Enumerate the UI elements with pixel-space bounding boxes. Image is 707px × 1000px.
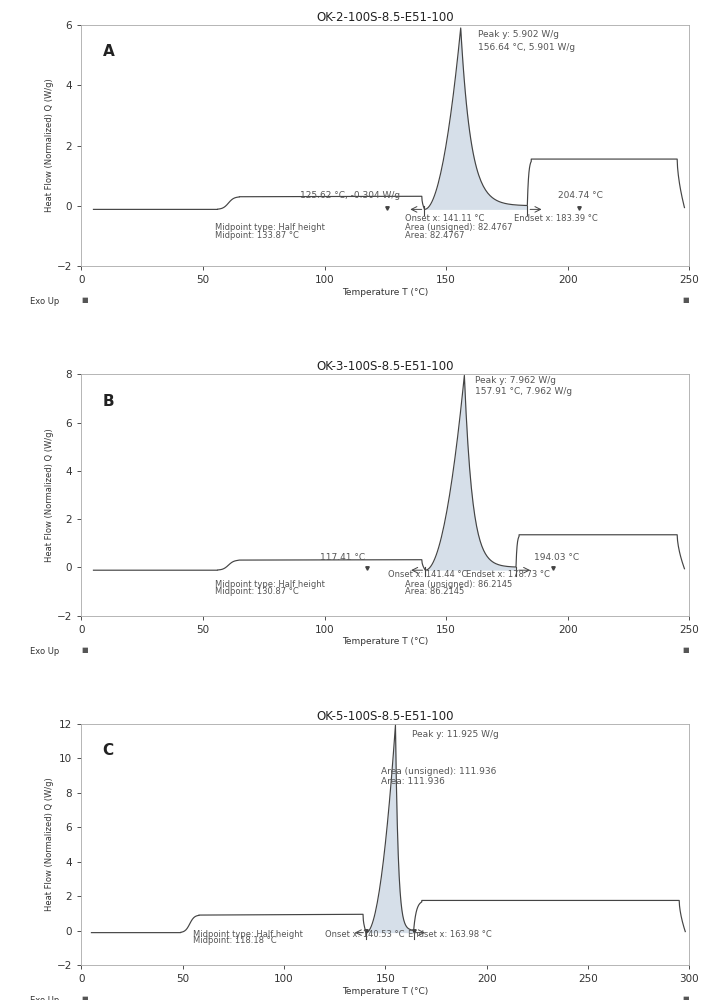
Y-axis label: Heat Flow (Normalized) Q (W/g): Heat Flow (Normalized) Q (W/g)	[45, 79, 54, 212]
X-axis label: Temperature T (°C): Temperature T (°C)	[342, 987, 428, 996]
Text: Exo Up: Exo Up	[30, 996, 59, 1000]
Text: B: B	[103, 394, 115, 409]
Text: Endset x: 178.73 °C: Endset x: 178.73 °C	[466, 570, 549, 579]
Text: Peak y: 11.925 W/g: Peak y: 11.925 W/g	[411, 730, 498, 739]
Text: Area: 111.936: Area: 111.936	[381, 777, 445, 786]
Text: Area (unsigned): 82.4767: Area (unsigned): 82.4767	[405, 223, 513, 232]
Text: 156.64 °C, 5.901 W/g: 156.64 °C, 5.901 W/g	[478, 43, 575, 52]
Text: 204.74 °C: 204.74 °C	[558, 191, 603, 200]
Text: Area (unsigned): 86.2145: Area (unsigned): 86.2145	[405, 580, 512, 589]
Text: Midpoint type: Half height: Midpoint type: Half height	[215, 223, 325, 232]
Text: Endset x: 163.98 °C: Endset x: 163.98 °C	[408, 930, 491, 939]
Text: Onset x: 140.53 °C: Onset x: 140.53 °C	[325, 930, 404, 939]
Title: OK-2-100S-8.5-E51-100: OK-2-100S-8.5-E51-100	[317, 11, 454, 24]
Text: C: C	[103, 743, 114, 758]
Text: Exo Up: Exo Up	[30, 297, 59, 306]
X-axis label: Temperature T (°C): Temperature T (°C)	[342, 288, 428, 297]
Text: Area: 82.4767: Area: 82.4767	[405, 231, 464, 240]
Text: Onset x: 141.11 °C: Onset x: 141.11 °C	[405, 214, 484, 223]
Y-axis label: Heat Flow (Normalized) Q (W/g): Heat Flow (Normalized) Q (W/g)	[45, 778, 54, 911]
Text: Midpoint type: Half height: Midpoint type: Half height	[215, 580, 325, 589]
Text: Area (unsigned): 111.936: Area (unsigned): 111.936	[381, 767, 496, 776]
Text: A: A	[103, 44, 115, 59]
Text: 157.91 °C, 7.962 W/g: 157.91 °C, 7.962 W/g	[475, 387, 573, 396]
Text: Midpoint: 133.87 °C: Midpoint: 133.87 °C	[215, 231, 299, 240]
Text: ■: ■	[683, 297, 689, 303]
Text: ■: ■	[683, 996, 689, 1000]
Text: ■: ■	[81, 647, 88, 653]
Text: Peak y: 7.962 W/g: Peak y: 7.962 W/g	[475, 376, 556, 385]
Text: Area: 86.2145: Area: 86.2145	[405, 587, 464, 596]
Text: Onset x: 141.44 °C: Onset x: 141.44 °C	[387, 570, 467, 579]
X-axis label: Temperature T (°C): Temperature T (°C)	[342, 637, 428, 646]
Text: ■: ■	[683, 647, 689, 653]
Text: Midpoint: 130.87 °C: Midpoint: 130.87 °C	[215, 587, 299, 596]
Text: 117.41 °C: 117.41 °C	[320, 553, 365, 562]
Text: ■: ■	[81, 996, 88, 1000]
Text: 125.62 °C, -0.304 W/g: 125.62 °C, -0.304 W/g	[300, 191, 400, 200]
Title: OK-3-100S-8.5-E51-100: OK-3-100S-8.5-E51-100	[317, 360, 454, 373]
Text: Exo Up: Exo Up	[30, 647, 59, 656]
Text: Endset x: 183.39 °C: Endset x: 183.39 °C	[514, 214, 598, 223]
Y-axis label: Heat Flow (Normalized) Q (W/g): Heat Flow (Normalized) Q (W/g)	[45, 428, 54, 562]
Text: Midpoint type: Half height: Midpoint type: Half height	[193, 930, 303, 939]
Title: OK-5-100S-8.5-E51-100: OK-5-100S-8.5-E51-100	[317, 710, 454, 723]
Text: 194.03 °C: 194.03 °C	[534, 553, 579, 562]
Text: Midpoint: 118.18 °C: Midpoint: 118.18 °C	[193, 936, 276, 945]
Text: ■: ■	[81, 297, 88, 303]
Text: Peak y: 5.902 W/g: Peak y: 5.902 W/g	[478, 30, 559, 39]
